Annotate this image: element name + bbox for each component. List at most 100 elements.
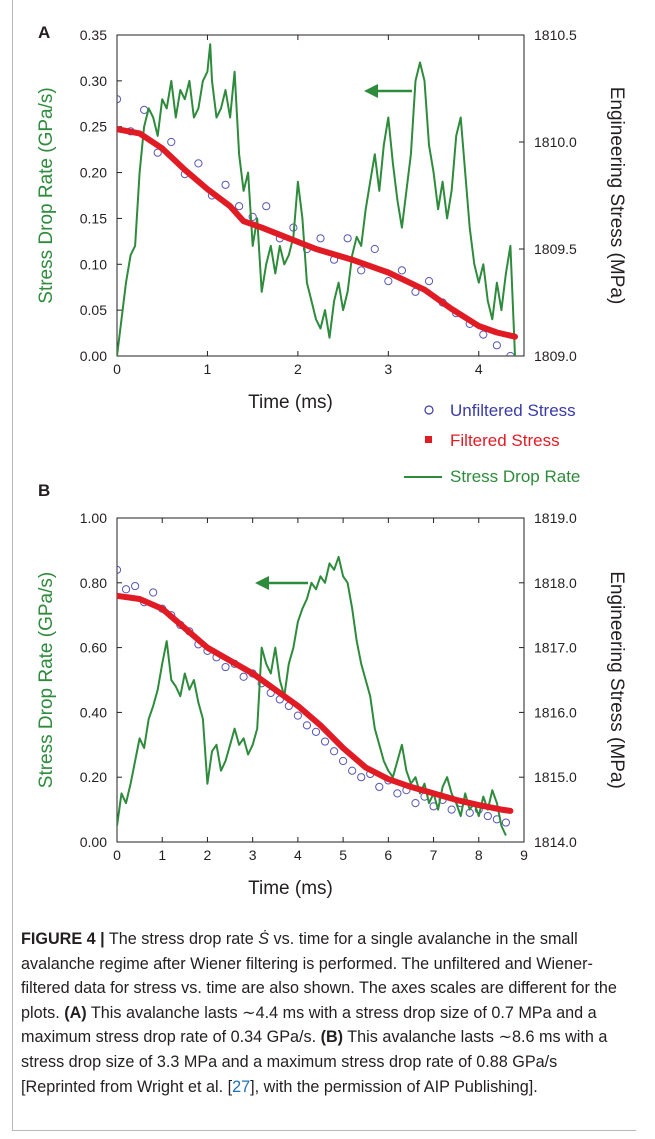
- y-right-tick-label: 1809.5: [534, 241, 577, 257]
- figure-frame: [12, 0, 636, 916]
- y-left-tick-label: 1.00: [80, 510, 107, 526]
- y-right-axis-title: Engineering Stress (MPa): [606, 571, 627, 789]
- x-tick-label: 3: [384, 361, 392, 377]
- y-right-tick-label: 1817.0: [534, 640, 577, 656]
- caption-text-1: The stress drop rate: [104, 930, 259, 948]
- unfiltered-stress-point: [357, 266, 366, 275]
- axis-arrow-head: [255, 576, 269, 590]
- panel-b-letter: B: [38, 481, 50, 500]
- y-left-tick-label: 0.00: [80, 348, 107, 364]
- unfiltered-stress-point: [153, 148, 162, 157]
- unfiltered-stress-point: [479, 330, 488, 339]
- legend-rate-label: Stress Drop Rate: [450, 467, 580, 486]
- y-right-tick-label: 1818.0: [534, 575, 577, 591]
- unfiltered-stress-point: [235, 202, 244, 211]
- stress-drop-rate-line: [117, 555, 507, 836]
- y-left-tick-label: 0.40: [80, 704, 107, 720]
- caption-text: FIGURE 4 | The stress drop rate Ṡ vs. ti…: [21, 927, 631, 1099]
- unfiltered-stress-point: [375, 782, 384, 792]
- unfiltered-stress-point: [194, 159, 203, 168]
- unfiltered-stress-point: [329, 747, 339, 756]
- y-right-tick-label: 1810.0: [534, 134, 577, 150]
- x-tick-label: 4: [294, 847, 302, 863]
- panel-a-plot-frame: [116, 34, 525, 357]
- caption-symbol: Ṡ: [258, 930, 270, 948]
- x-tick-label: 4: [475, 361, 483, 377]
- y-right-tick-label: 1810.5: [534, 27, 577, 43]
- axis-arrow-head: [364, 84, 378, 98]
- x-tick-label: 1: [204, 361, 212, 377]
- unfiltered-stress-point: [262, 202, 271, 211]
- unfiltered-stress-point: [140, 105, 149, 115]
- x-tick-label: 2: [294, 361, 302, 377]
- y-left-tick-label: 0.20: [80, 165, 107, 181]
- figure-caption: FIGURE 4 | The stress drop rate Ṡ vs. ti…: [12, 916, 636, 1131]
- unfiltered-stress-point: [221, 180, 230, 189]
- unfiltered-stress-point: [424, 277, 434, 286]
- unfiltered-stress-point: [384, 277, 393, 286]
- panel-b: B 0 1 2 3 4 5 6 7 8 9 0.00 0.20 0.40 0.60 0.80 1.00 1814.…: [36, 481, 627, 899]
- y-left-axis-title: Stress Drop Rate (GPa/s): [36, 87, 57, 303]
- unfiltered-stress-point: [483, 811, 492, 821]
- caption-ref-link[interactable]: 27: [232, 1077, 251, 1096]
- unfiltered-stress-point: [117, 95, 122, 104]
- unfiltered-stress-point: [501, 818, 511, 827]
- x-tick-label: 9: [520, 847, 528, 863]
- filtered-stress-line: [117, 126, 518, 340]
- x-tick-label: 7: [430, 847, 438, 863]
- unfiltered-stress-point: [357, 773, 366, 782]
- x-tick-label: 1: [158, 847, 166, 863]
- x-tick-label: 5: [339, 847, 347, 863]
- legend-unfiltered-label: Unfiltered Stress: [450, 401, 576, 420]
- caption-part-b-label: (B): [320, 1028, 344, 1047]
- unfiltered-stress-point: [221, 662, 230, 672]
- y-right-tick-label: 1809.0: [534, 348, 577, 364]
- legend: Unfiltered Stress Filtered Stress Stress…: [404, 401, 580, 486]
- unfiltered-stress-point: [117, 565, 122, 574]
- x-axis-title: Time (ms): [248, 878, 333, 899]
- unfiltered-stress-point: [149, 588, 158, 597]
- panel-a-plot-area: [117, 43, 518, 356]
- y-right-tick-label: 1814.0: [534, 834, 577, 850]
- unfiltered-stress-point: [130, 581, 140, 591]
- unfiltered-stress-point: [339, 756, 348, 766]
- y-right-tick-label: 1816.0: [534, 704, 577, 720]
- unfiltered-stress-point: [393, 789, 402, 798]
- unfiltered-stress-point: [492, 341, 501, 350]
- caption-text-end: ], with the permission of AIP Publishing…: [250, 1077, 538, 1096]
- x-tick-label: 3: [249, 847, 257, 863]
- y-left-tick-label: 0.30: [80, 73, 107, 89]
- y-left-tick-label: 0.05: [80, 302, 107, 318]
- unfiltered-stress-point: [248, 212, 257, 221]
- unfiltered-stress-point: [293, 711, 302, 720]
- legend-filtered-marker: [425, 436, 432, 443]
- unfiltered-stress-point: [397, 266, 406, 275]
- y-right-axis-title: Engineering Stress (MPa): [606, 87, 627, 305]
- stress-drop-rate-line: [117, 43, 516, 356]
- y-left-tick-label: 0.80: [80, 575, 107, 591]
- legend-filtered-label: Filtered Stress: [450, 431, 560, 450]
- y-right-tick-label: 1815.0: [534, 769, 577, 785]
- unfiltered-stress-point: [320, 737, 330, 746]
- x-axis-title: Time (ms): [248, 392, 333, 413]
- x-tick-label: 6: [384, 847, 392, 863]
- unfiltered-stress-point: [302, 721, 312, 730]
- unfiltered-stress-point: [348, 766, 357, 775]
- unfiltered-stress-point: [167, 137, 176, 147]
- y-left-tick-label: 0.10: [80, 256, 107, 272]
- caption-part-a-label: (A): [64, 1003, 87, 1022]
- unfiltered-stress-point: [311, 727, 321, 736]
- y-left-tick-label: 0.25: [80, 119, 107, 135]
- filtered-stress-line: [117, 592, 514, 814]
- y-left-tick-label: 0.20: [80, 769, 107, 785]
- unfiltered-stress-point: [239, 672, 248, 681]
- legend-unfiltered-marker: [424, 405, 434, 415]
- unfiltered-stress-point: [447, 805, 456, 814]
- y-left-axis-title: Stress Drop Rate (GPa/s): [36, 572, 57, 788]
- unfiltered-stress-point: [121, 585, 131, 594]
- y-right-tick-label: 1819.0: [534, 510, 577, 526]
- panel-a: A 0 1 2 3 4 0.00 0.05 0.10 0.15 0.20 0.25 0.30 0.35 18…: [36, 23, 627, 413]
- caption-label: FIGURE 4 |: [21, 930, 105, 948]
- x-tick-label: 8: [475, 847, 483, 863]
